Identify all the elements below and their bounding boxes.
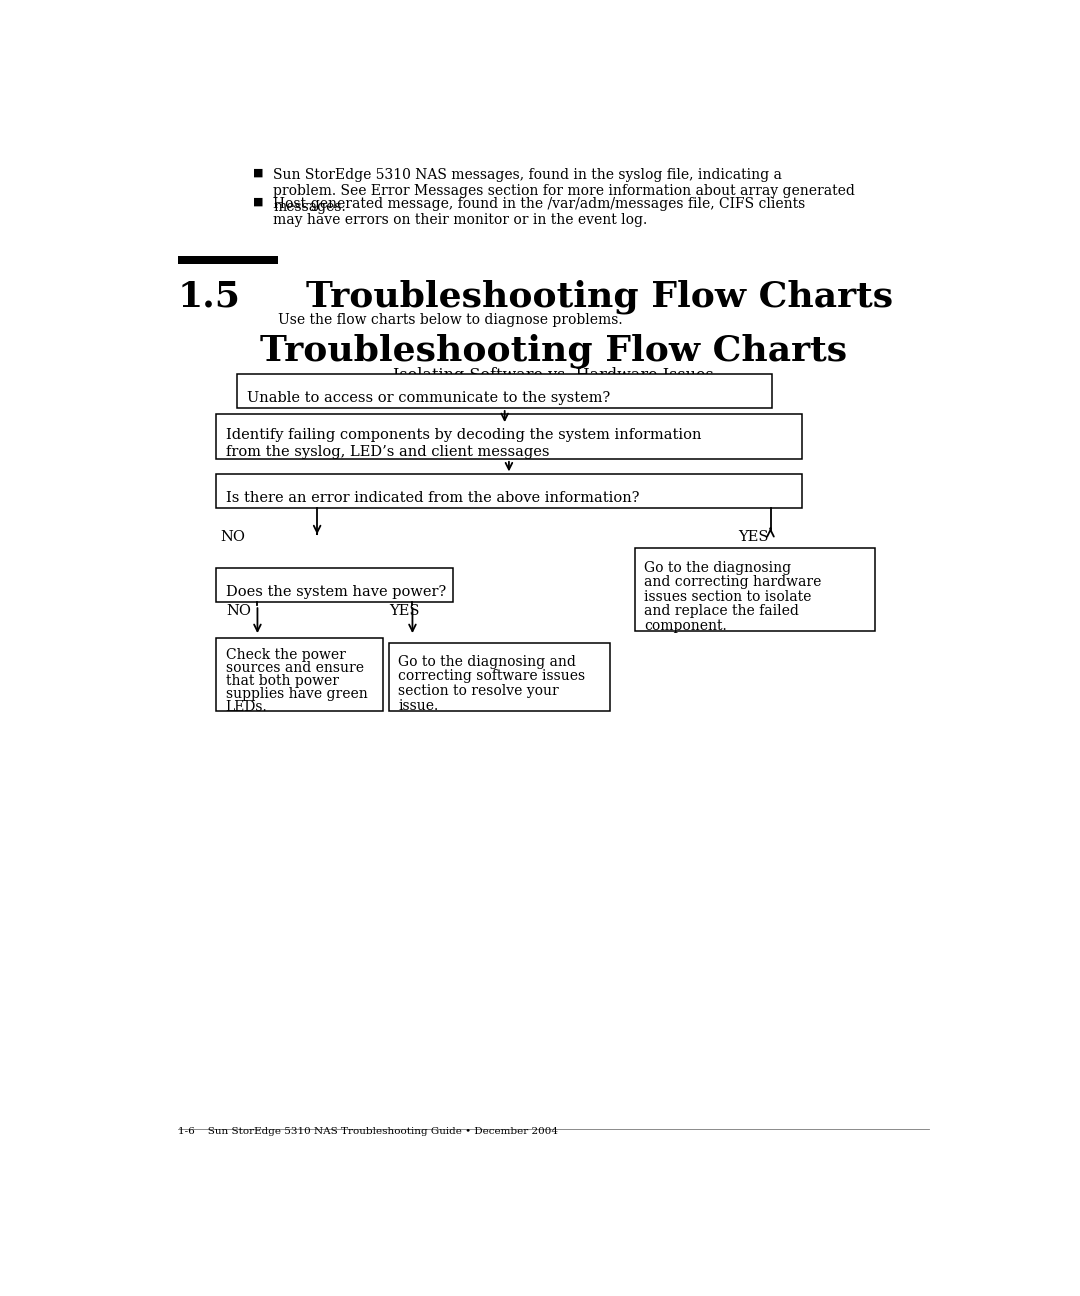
Text: correcting software issues: correcting software issues bbox=[399, 670, 585, 683]
Text: and correcting hardware: and correcting hardware bbox=[644, 575, 822, 590]
Bar bbox=[216, 415, 801, 459]
Bar bbox=[216, 568, 453, 603]
Text: Identify failing components by decoding the system information: Identify failing components by decoding … bbox=[226, 428, 701, 442]
Text: Troubleshooting Flow Charts: Troubleshooting Flow Charts bbox=[306, 280, 893, 314]
Text: LEDs.: LEDs. bbox=[226, 700, 268, 714]
Bar bbox=[238, 375, 772, 408]
Text: that both power: that both power bbox=[226, 674, 339, 688]
Bar bbox=[389, 643, 610, 710]
Text: 1.5: 1.5 bbox=[177, 280, 241, 314]
Text: YES: YES bbox=[389, 604, 420, 618]
Bar bbox=[216, 474, 801, 508]
Text: component.: component. bbox=[644, 619, 727, 632]
Text: Go to the diagnosing and: Go to the diagnosing and bbox=[399, 654, 577, 669]
Text: Go to the diagnosing: Go to the diagnosing bbox=[644, 561, 792, 574]
Text: issue.: issue. bbox=[399, 699, 438, 713]
Bar bbox=[635, 548, 875, 631]
Text: NO: NO bbox=[220, 530, 245, 544]
Text: Host-generated message, found in the /var/adm/messages file, CIFS clients
may ha: Host-generated message, found in the /va… bbox=[273, 197, 806, 227]
Text: NO: NO bbox=[227, 604, 252, 618]
Text: Isolating Software vs. Hardware Issues: Isolating Software vs. Hardware Issues bbox=[393, 367, 714, 384]
Text: Use the flow charts below to diagnose problems.: Use the flow charts below to diagnose pr… bbox=[279, 312, 623, 327]
Text: from the syslog, LED’s and client messages: from the syslog, LED’s and client messag… bbox=[226, 445, 549, 459]
Text: Does the system have power?: Does the system have power? bbox=[226, 586, 446, 599]
Bar bbox=[177, 255, 279, 264]
Text: 1-6    Sun StorEdge 5310 NAS Troubleshooting Guide • December 2004: 1-6 Sun StorEdge 5310 NAS Troubleshootin… bbox=[177, 1128, 557, 1137]
Text: Is there an error indicated from the above information?: Is there an error indicated from the abo… bbox=[226, 491, 639, 505]
Text: ■: ■ bbox=[253, 168, 264, 178]
Text: sources and ensure: sources and ensure bbox=[226, 661, 364, 675]
Text: issues section to isolate: issues section to isolate bbox=[644, 590, 811, 604]
Text: and replace the failed: and replace the failed bbox=[644, 604, 799, 618]
Text: Check the power: Check the power bbox=[226, 648, 346, 662]
Text: Troubleshooting Flow Charts: Troubleshooting Flow Charts bbox=[260, 333, 847, 368]
Text: section to resolve your: section to resolve your bbox=[399, 684, 559, 699]
Text: YES: YES bbox=[738, 530, 769, 544]
Text: ■: ■ bbox=[253, 197, 264, 207]
Text: Unable to access or communicate to the system?: Unable to access or communicate to the s… bbox=[246, 391, 610, 406]
Bar bbox=[216, 638, 383, 710]
Text: supplies have green: supplies have green bbox=[226, 687, 367, 701]
Text: Sun StorEdge 5310 NAS messages, found in the syslog file, indicating a
problem. : Sun StorEdge 5310 NAS messages, found in… bbox=[273, 168, 855, 214]
